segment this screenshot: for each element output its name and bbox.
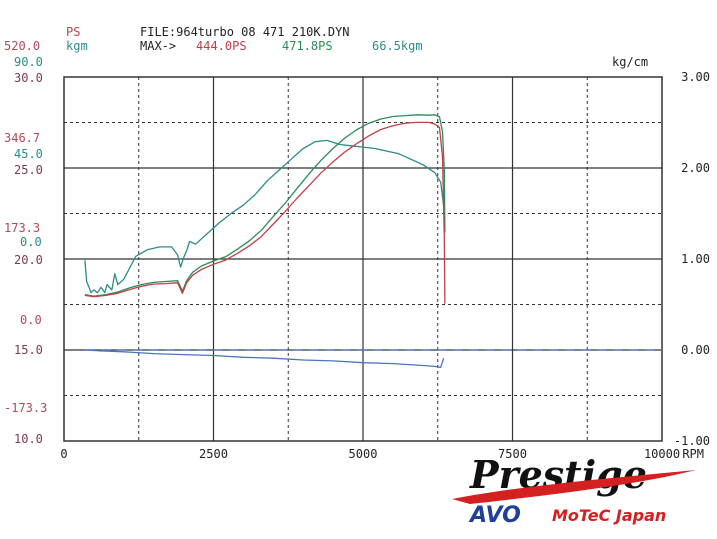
right-tick-label: 3.00 [681,70,710,84]
right-tick-label: 2.00 [681,161,710,175]
series-line-ps [84,121,446,304]
third-tick-label: 25.0 [14,163,43,177]
third-tick-label: 10.0 [14,432,43,446]
ps-tick-label: 173.3 [4,221,40,235]
max-kgm-value: 66.5kgm [372,39,423,53]
avo-text: AVO [468,503,521,528]
series-line-kgm [84,139,445,294]
file-name: FILE:964turbo 08 471 210K.DYN [140,25,350,39]
right-axis-unit: kg/cm [612,55,648,69]
third-tick-label: 15.0 [14,343,43,357]
right-tick-label: 1.00 [681,252,710,266]
right-tick-label: -1.00 [674,434,710,448]
x-tick-label: 7500 [498,447,527,461]
max-prefix: MAX-> [140,39,176,53]
ps-tick-label: 0.0 [20,313,42,327]
third-tick-label: 20.0 [14,253,43,267]
x-tick-label: 10000 [644,447,680,461]
x-tick-label: 0 [60,447,67,461]
right-tick-label: 0.00 [681,343,710,357]
series-line-pw [84,114,446,297]
kgm-unit-label: kgm [66,39,88,53]
prestige-logo: Prestige AVO MoTeC Japan [452,452,696,528]
kgm-tick-label: 45.0 [14,147,43,161]
x-tick-label: 2500 [199,447,228,461]
max-ps-value: 444.0PS [196,39,247,53]
x-axis-label: RPM [682,447,704,461]
series-line-boost [84,349,445,368]
max-whp-value: 471.8PS [282,39,333,53]
kgm-tick-label: 0.0 [20,235,42,249]
x-tick-label: 5000 [349,447,378,461]
third-tick-label: 30.0 [14,71,43,85]
ps-tick-label: -173.3 [4,401,47,415]
red-swoosh [452,470,696,504]
plot-frame [63,76,663,442]
motec-japan-text: MoTeC Japan [552,506,666,525]
ps-tick-label: 346.7 [4,131,40,145]
ps-tick-label: 520.0 [4,39,40,53]
ps-unit-label: PS [66,25,80,39]
kgm-tick-label: 90.0 [14,55,43,69]
